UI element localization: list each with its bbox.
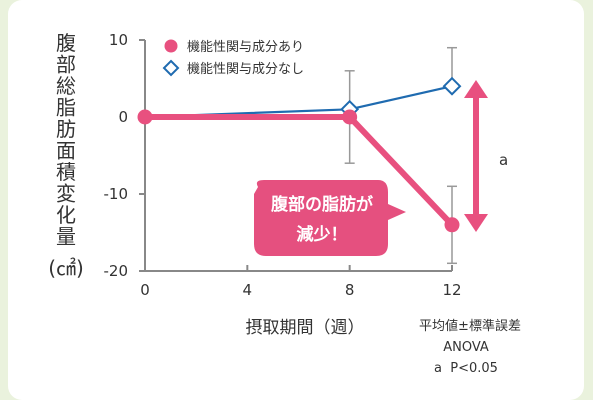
y-axis-label-char: 脂 <box>56 96 76 120</box>
x-tick-label: 4 <box>243 281 253 299</box>
y-axis-label-char: 肪 <box>56 117 76 141</box>
y-axis-label-char: 変 <box>56 182 76 206</box>
series-line-without-ingredient <box>143 85 454 119</box>
note-anova: ANOVA <box>443 340 489 355</box>
data-point-with-ingredient <box>137 109 153 125</box>
y-tick-label: -20 <box>104 262 129 280</box>
y-axis-label-char: 腹 <box>56 31 76 55</box>
significance-arrow <box>464 80 488 232</box>
note-p-value: a P<0.05 <box>434 361 498 376</box>
y-tick-label: 10 <box>109 31 128 49</box>
legend-label: 機能性関与成分あり <box>187 40 304 55</box>
callout-line-2: 減少！ <box>297 224 348 245</box>
legend-marker-circle <box>164 39 178 53</box>
y-axis-label-char: 量 <box>56 225 76 249</box>
y-tick-label: 0 <box>118 108 128 126</box>
legend-marker-diamond <box>162 59 180 77</box>
y-axis-label-char: 化 <box>56 203 76 227</box>
x-ticks: 0 4 8 12 <box>140 265 462 299</box>
legend-label: 機能性関与成分なし <box>187 62 304 77</box>
x-axis-title: 摂取期間（週） <box>246 318 365 338</box>
data-point-without-ingredient <box>442 76 462 96</box>
y-axis-label-char: 積 <box>56 160 76 184</box>
y-axis-label-char: 面 <box>56 139 76 163</box>
note-mean-se: 平均値±標準誤差 <box>419 318 521 334</box>
y-axis-label-char: 総 <box>56 74 76 98</box>
series-markers <box>137 76 462 233</box>
x-tick-label: 0 <box>140 281 150 299</box>
y-axis-unit: (㎠) <box>48 256 84 280</box>
y-ticks: 10 0 -10 -20 <box>104 31 145 280</box>
y-axis-label-char: 部 <box>56 53 76 77</box>
data-point-with-ingredient <box>342 109 358 125</box>
significance-label: a <box>499 151 508 169</box>
x-tick-label: 12 <box>442 281 461 299</box>
y-tick-label: -10 <box>104 185 129 203</box>
callout-bubble <box>254 180 406 256</box>
callout-line-1: 腹部の脂肪が <box>271 194 373 215</box>
data-point-with-ingredient <box>444 217 460 233</box>
x-tick-label: 8 <box>345 281 355 299</box>
